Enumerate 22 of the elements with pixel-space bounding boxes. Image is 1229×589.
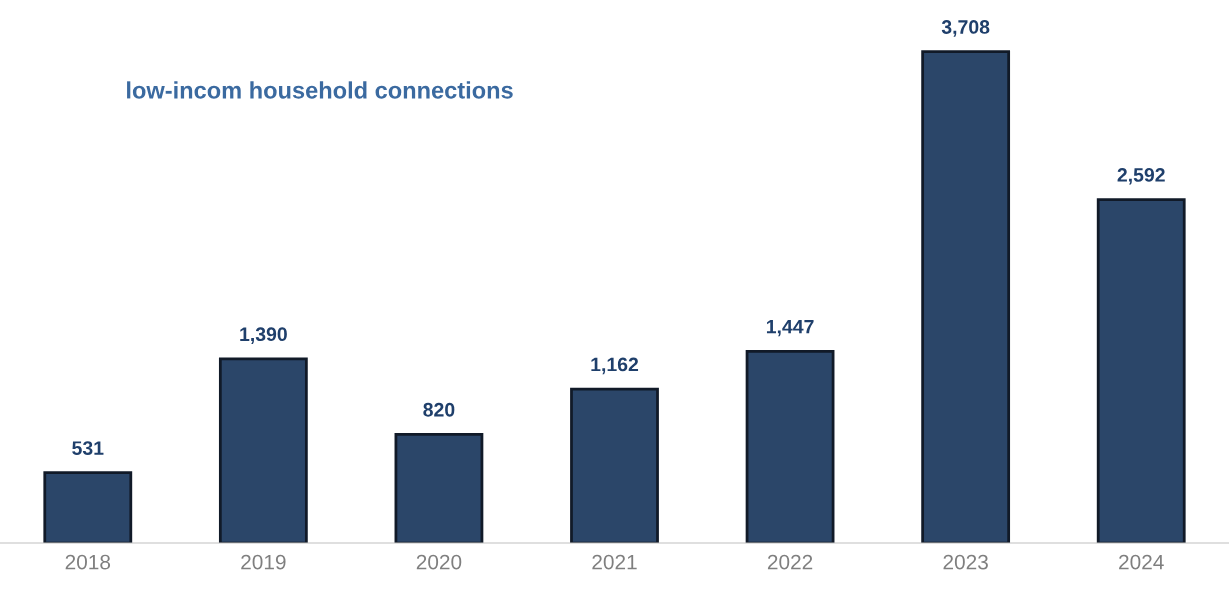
x-tick-label: 2023 bbox=[943, 554, 988, 570]
bar bbox=[43, 471, 133, 544]
x-tick-label: 2019 bbox=[241, 554, 286, 570]
x-tick-label: 2018 bbox=[65, 554, 111, 570]
data-label: 1,162 bbox=[591, 357, 639, 375]
text: low-incom household connections bbox=[127, 81, 513, 99]
bar bbox=[921, 50, 1011, 544]
x-tick-label: 2024 bbox=[1119, 554, 1164, 570]
data-label: 2,592 bbox=[1117, 168, 1165, 185]
bar bbox=[570, 387, 659, 544]
x-tick-label: 2020 bbox=[416, 554, 462, 570]
bar bbox=[1096, 198, 1186, 544]
data-label: 3,708 bbox=[941, 20, 990, 37]
data-label: 820 bbox=[423, 402, 455, 417]
bar bbox=[394, 432, 484, 544]
data-label: 531 bbox=[72, 441, 104, 455]
data-label: 1,447 bbox=[766, 319, 814, 337]
x-tick-label: 2021 bbox=[592, 554, 637, 570]
bar bbox=[218, 357, 308, 544]
x-tick-label: 2022 bbox=[767, 554, 813, 570]
data-label: 1,390 bbox=[240, 327, 287, 344]
bar bbox=[745, 349, 835, 544]
